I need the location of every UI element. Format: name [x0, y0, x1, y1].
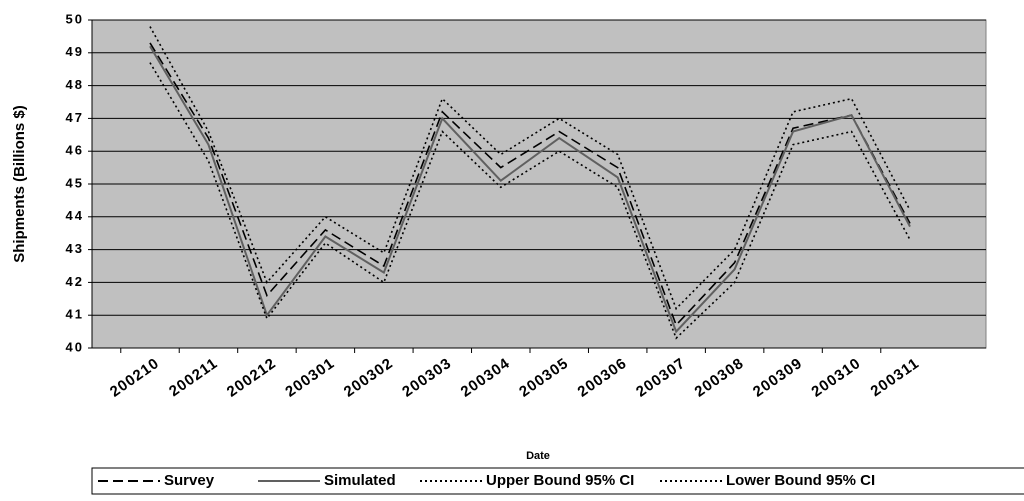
x-tick-label: 200302: [341, 355, 397, 401]
y-tick-label: 40: [66, 339, 84, 354]
legend-label: Lower Bound 95% CI: [726, 472, 875, 489]
x-tick-label: 200306: [575, 355, 631, 401]
legend-box: [91, 467, 1024, 495]
y-tick-label: 45: [66, 175, 84, 190]
series-line: [149, 42, 911, 327]
series-line: [149, 45, 911, 334]
x-tick-label: 200304: [458, 355, 514, 401]
x-tick-label: 200307: [633, 355, 689, 401]
x-tick-label: 200305: [516, 355, 572, 401]
y-tick-label: 50: [66, 11, 84, 26]
y-tick-label: 41: [66, 307, 84, 322]
x-tick-label: 200308: [692, 355, 748, 401]
y-tick-label: 43: [66, 241, 84, 256]
legend-label: Survey: [164, 472, 215, 489]
x-tick-label: 200212: [224, 355, 280, 401]
legend-label: Upper Bound 95% CI: [486, 472, 634, 489]
x-tick-label: 200211: [166, 355, 221, 401]
y-tick-label: 44: [66, 208, 84, 223]
x-axis-label: Date: [526, 450, 550, 462]
x-tick-label: 200303: [399, 355, 455, 401]
legend-label: Simulated: [324, 472, 396, 489]
y-tick-label: 49: [66, 44, 84, 59]
x-tick-label: 200311: [868, 355, 923, 401]
y-tick-label: 47: [66, 110, 84, 125]
series-line: [149, 26, 911, 311]
x-tick-label: 200210: [107, 355, 163, 401]
x-tick-label: 200310: [808, 355, 864, 401]
x-tick-label: 200309: [750, 355, 806, 401]
y-tick-label: 48: [66, 77, 84, 92]
y-tick-label: 46: [66, 143, 84, 158]
x-tick-label: 200301: [282, 355, 338, 401]
y-tick-label: 42: [66, 274, 84, 289]
y-axis-label: Shipments (Billions $): [11, 105, 28, 263]
series-line: [149, 62, 911, 340]
